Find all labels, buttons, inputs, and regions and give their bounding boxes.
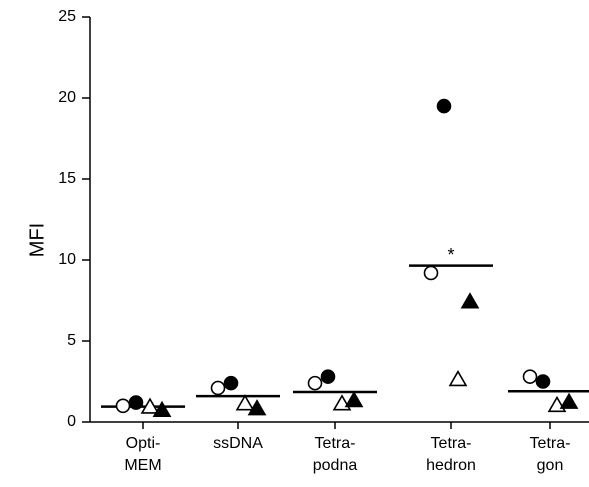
x-tick-label: podna	[313, 457, 358, 474]
y-tick-label: 15	[58, 170, 76, 187]
x-tick-label: MEM	[124, 457, 161, 474]
data-point-open-circle	[115, 398, 131, 414]
data-point-open-circle	[307, 375, 323, 391]
y-axis-title: MFI	[26, 223, 48, 257]
data-point-open-circle	[423, 265, 439, 281]
data-point-filled-triangle	[247, 399, 267, 416]
x-tick-label: Tetra-	[315, 435, 356, 452]
data-point-open-triangle	[235, 394, 255, 411]
data-point-filled-circle	[436, 98, 452, 114]
y-tick-label: 0	[67, 413, 76, 430]
data-point-filled-circle	[223, 375, 239, 391]
data-point-filled-triangle	[152, 400, 172, 418]
data-point-filled-circle	[320, 369, 336, 384]
data-point-filled-triangle	[344, 391, 364, 408]
x-tick-label: Opti-	[126, 435, 161, 452]
data-point-filled-circle	[535, 374, 551, 389]
data-point-open-triangle	[140, 397, 160, 414]
y-tick-label: 5	[67, 332, 76, 349]
axes	[82, 16, 589, 429]
data-points	[115, 98, 579, 418]
data-point-filled-circle	[128, 395, 144, 410]
significance-annotation: *	[447, 245, 454, 265]
mean-lines	[101, 264, 589, 408]
x-tick-label: Tetra-	[530, 435, 571, 452]
x-tick-label: ssDNA	[213, 435, 263, 452]
y-tick-label: 25	[58, 8, 76, 25]
x-tick-label: hedron	[426, 457, 476, 474]
data-point-open-circle	[522, 369, 538, 384]
data-point-open-triangle	[448, 369, 468, 387]
data-point-filled-triangle	[460, 292, 480, 309]
data-point-open-circle	[210, 380, 226, 396]
labels: 0 5 10 15 20 25 Opti- MEM ssDNA Tetra-podna Tetra-…	[58, 8, 570, 474]
y-tick-label: 10	[58, 251, 76, 268]
data-point-filled-triangle	[559, 392, 579, 409]
x-tick-label: gon	[537, 457, 564, 474]
x-tick-label: Tetra-	[431, 435, 472, 452]
y-tick-label: 20	[58, 89, 76, 106]
